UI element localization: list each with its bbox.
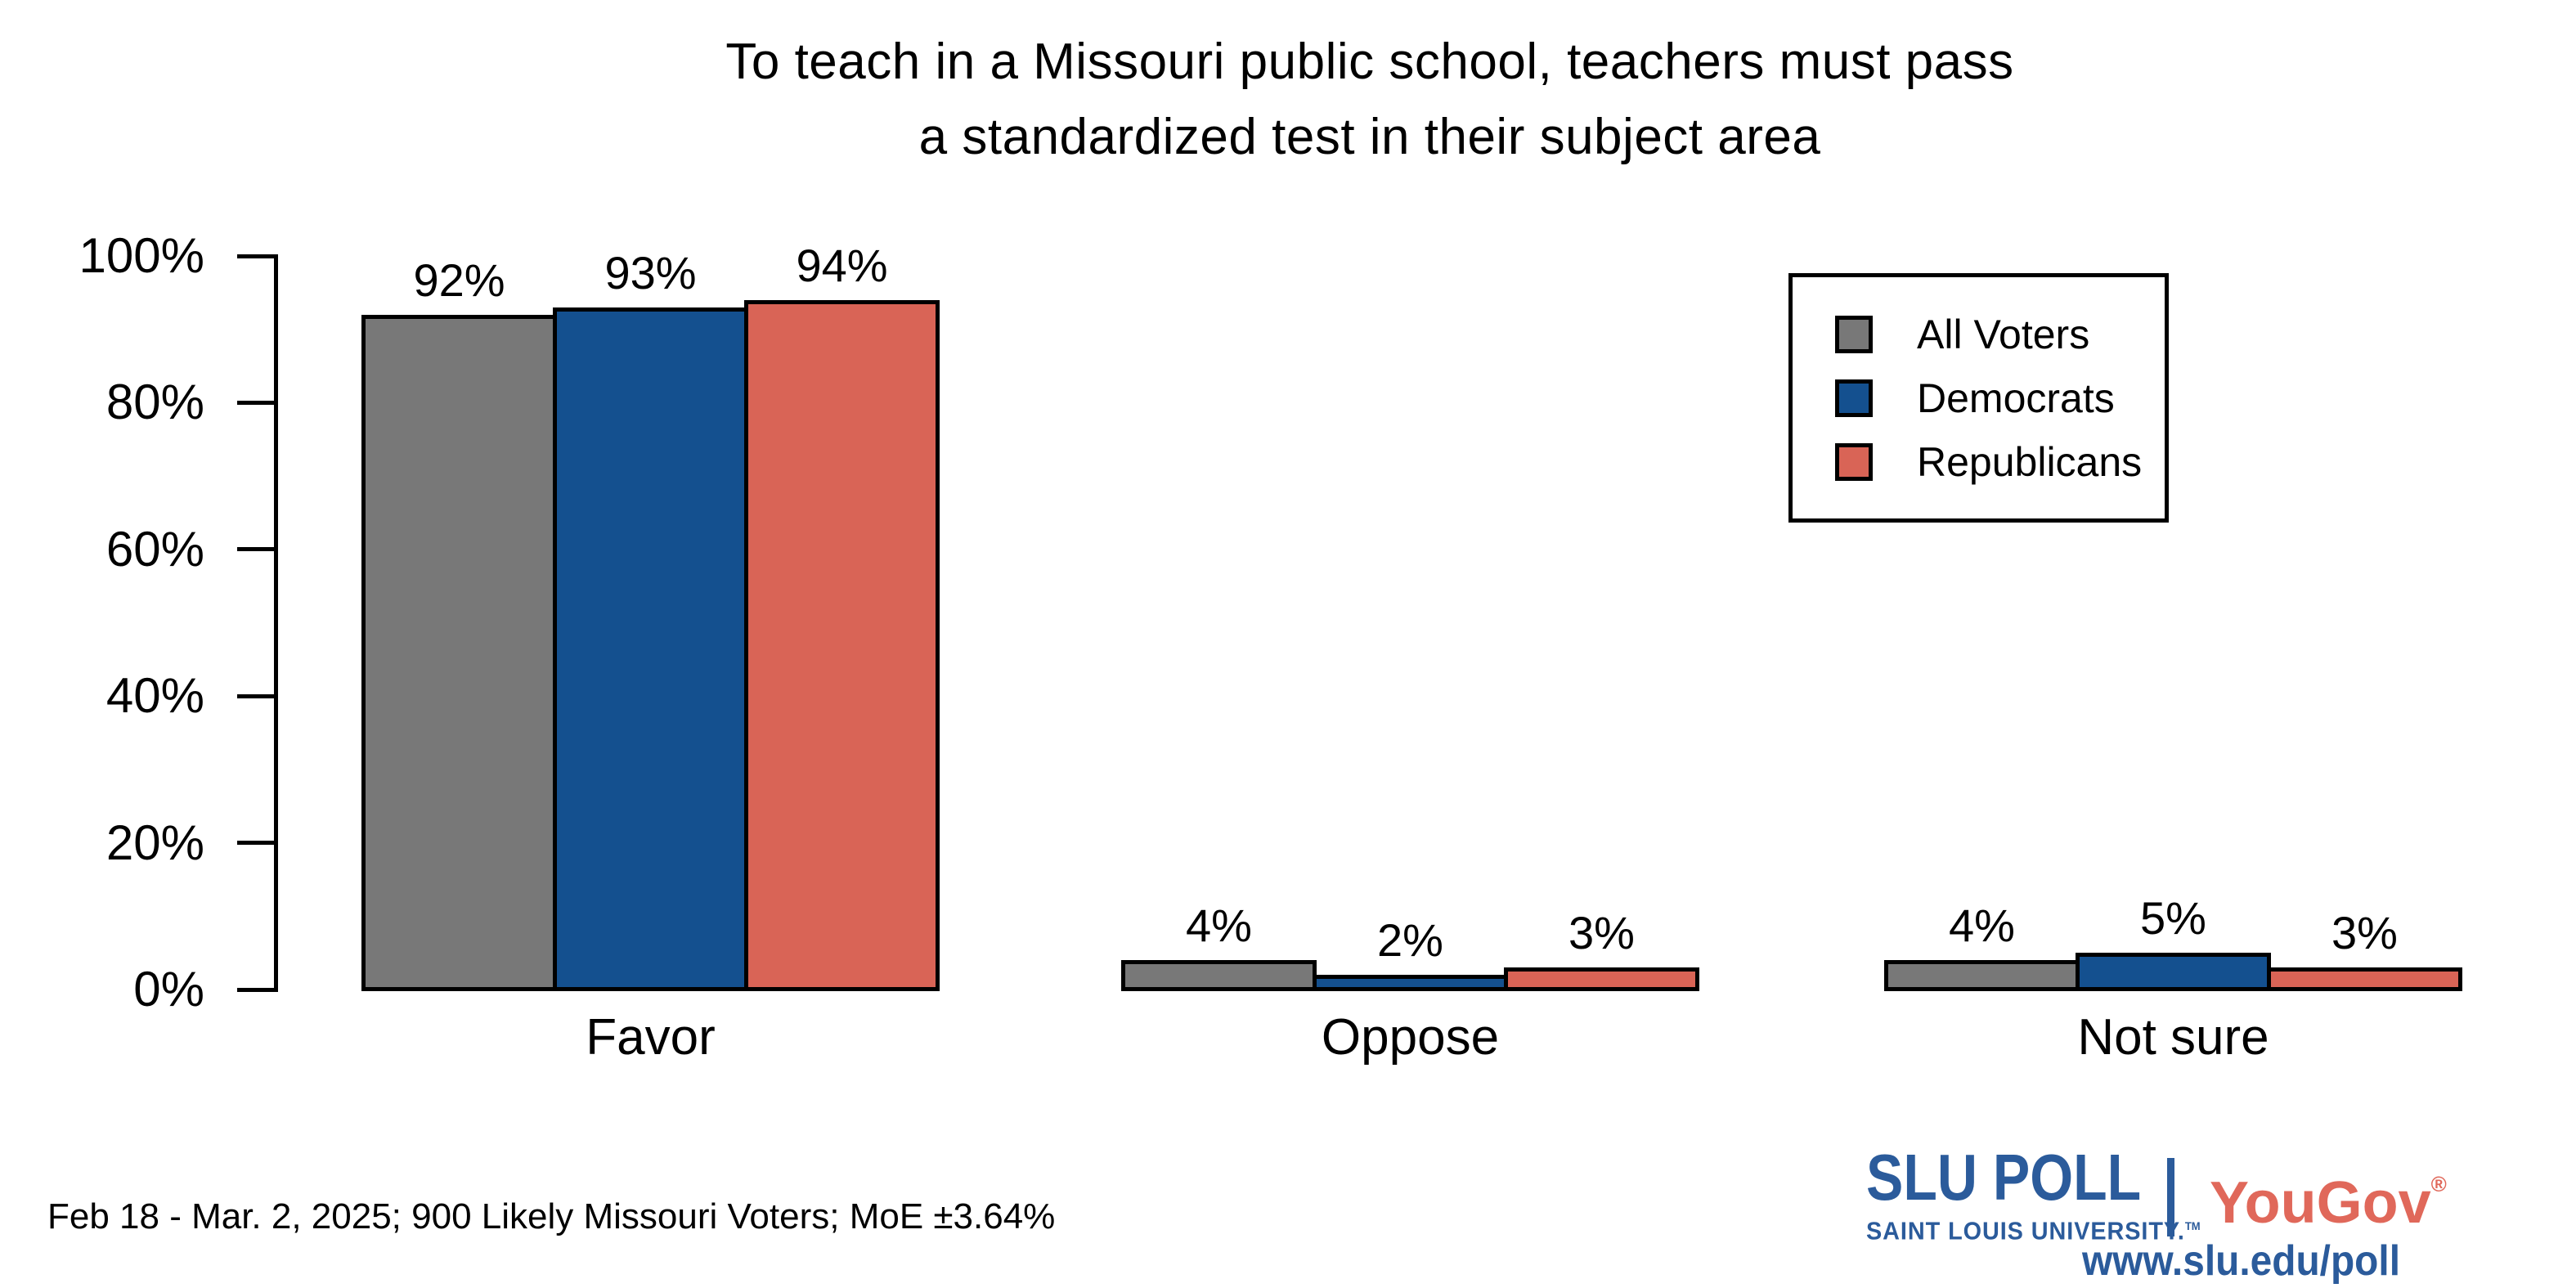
y-axis-tick-label: 40% (105, 668, 204, 724)
y-axis-tick-label: 20% (105, 815, 204, 870)
bar-oppose-democrats (1313, 975, 1508, 992)
chart-title-line1: To teach in a Missouri public school, te… (725, 34, 2014, 90)
bar-oppose-all-voters (1121, 960, 1317, 992)
yougov-text: YouGov (2210, 1170, 2431, 1236)
bar-value-label-favor-democrats: 93% (604, 246, 697, 298)
category-label-favor: Favor (586, 1009, 716, 1066)
bar-value-label-favor-all-voters: 92% (413, 254, 505, 306)
legend-row-democrats: Democrats (1835, 378, 2165, 419)
y-axis-tick (237, 547, 274, 552)
registered-symbol: ® (2430, 1172, 2447, 1196)
bar-value-label-not-sure-republicans: 3% (2331, 907, 2398, 959)
bar-value-label-oppose-all-voters: 4% (1186, 900, 1252, 952)
bar-value-label-oppose-republicans: 3% (1568, 907, 1635, 959)
legend-label-democrats: Democrats (1917, 375, 2115, 421)
y-axis-tick (237, 400, 274, 405)
y-axis-tick (237, 987, 274, 992)
bar-value-label-not-sure-democrats: 5% (2140, 892, 2206, 945)
y-axis-tick-label: 60% (105, 521, 204, 577)
bar-favor-all-voters (361, 314, 557, 992)
bar-not-sure-republicans (2267, 967, 2462, 992)
yougov-logo: YouGov® (2210, 1153, 2447, 1234)
chart-title: To teach in a Missouri public school, te… (286, 25, 2453, 175)
bar-not-sure-all-voters (1884, 960, 2080, 992)
bar-favor-democrats (553, 307, 748, 992)
bar-value-label-oppose-democrats: 2% (1377, 914, 1443, 967)
category-label-not-sure: Not sure (2077, 1009, 2269, 1066)
y-axis-tick-label: 100% (79, 228, 204, 283)
y-axis-tick-label: 80% (105, 375, 204, 430)
slu-poll-logo: SLU POLL (1866, 1141, 2142, 1214)
bar-not-sure-democrats (2076, 953, 2271, 992)
bar-oppose-republicans (1504, 967, 1699, 992)
category-label-oppose: Oppose (1321, 1009, 1500, 1066)
bar-favor-republicans (744, 299, 940, 992)
logo-divider (2167, 1158, 2174, 1236)
legend-label-republicans: Republicans (1917, 438, 2143, 485)
y-axis-tick-label: 0% (133, 962, 204, 1016)
legend-label-all-voters: All Voters (1917, 311, 2090, 357)
slu-poll-url: www.slu.edu/poll (2082, 1237, 2400, 1285)
chart-title-line2: a standardized test in their subject are… (918, 109, 1821, 165)
legend-row-all-voters: All Voters (1835, 314, 2165, 355)
trademark-symbol: TM (2184, 1219, 2201, 1232)
bar-value-label-not-sure-all-voters: 4% (1949, 900, 2015, 952)
footnote: Feb 18 - Mar. 2, 2025; 900 Likely Missou… (47, 1196, 1056, 1236)
y-axis-tick (237, 841, 274, 846)
slu-poll-logo-subtext: SAINT LOUIS UNIVERSITY.TM (1866, 1212, 2201, 1245)
slu-university-text: SAINT LOUIS UNIVERSITY. (1866, 1216, 2185, 1245)
bar-value-label-favor-republicans: 94% (796, 239, 888, 291)
legend-swatch-all-voters (1835, 315, 1873, 353)
legend-row-republicans: Republicans (1835, 442, 2165, 482)
legend-swatch-republicans (1835, 442, 1873, 481)
legend-swatch-democrats (1835, 379, 1873, 417)
y-axis-tick (237, 254, 274, 258)
y-axis-line (274, 254, 278, 992)
legend: All Voters Democrats Republicans (1788, 273, 2169, 523)
y-axis-tick (237, 693, 274, 698)
